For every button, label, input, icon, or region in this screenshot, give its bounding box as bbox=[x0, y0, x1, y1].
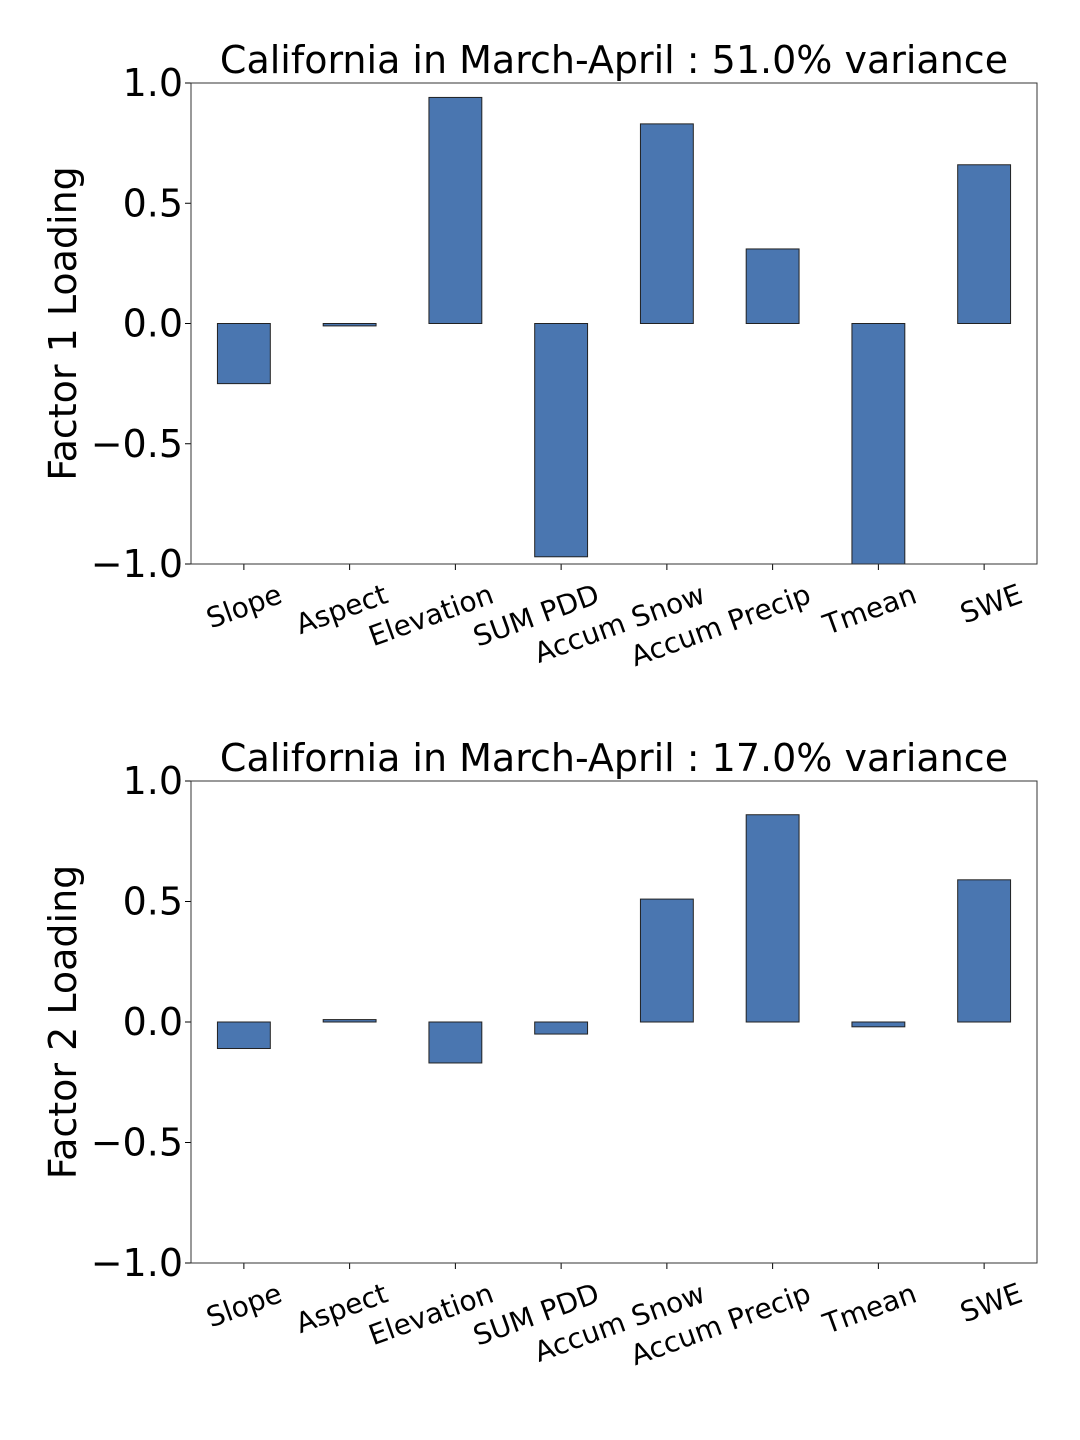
bar-accum-snow bbox=[639, 123, 694, 325]
y-tick-label: 0.0 bbox=[123, 302, 183, 346]
x-tick-label-slope: Slope bbox=[202, 578, 286, 636]
bar-sum-pdd bbox=[534, 323, 589, 558]
bar-sum-pdd bbox=[534, 1021, 589, 1035]
y-tick-label: −1.0 bbox=[91, 542, 183, 586]
plot-frame bbox=[190, 82, 1038, 565]
bar-tmean bbox=[851, 1021, 906, 1028]
plot-frame bbox=[190, 780, 1038, 1264]
y-axis-label: Factor 1 Loading bbox=[41, 166, 85, 481]
chart-panel-factor-1: California in March-April : 51.0% varian… bbox=[41, 38, 1038, 673]
x-tick-label-slope: Slope bbox=[202, 1277, 286, 1335]
bar-slope bbox=[216, 323, 271, 385]
y-tick-label: 0.0 bbox=[123, 1000, 183, 1044]
chart-panel-factor-2: California in March-April : 17.0% varian… bbox=[41, 736, 1038, 1372]
bar-elevation bbox=[428, 1021, 483, 1064]
bar-elevation bbox=[428, 96, 483, 325]
x-tick-label-tmean: Tmean bbox=[818, 1277, 921, 1341]
bar-swe bbox=[957, 879, 1012, 1023]
bar-accum-precip bbox=[745, 248, 800, 325]
bar-swe bbox=[957, 164, 1012, 324]
y-tick-label: 1.0 bbox=[123, 61, 183, 105]
bar-aspect bbox=[322, 323, 377, 327]
y-tick-label: 0.5 bbox=[123, 880, 183, 924]
chart-title: California in March-April : 51.0% varian… bbox=[220, 38, 1008, 82]
y-tick-label: −0.5 bbox=[91, 1121, 183, 1165]
y-tick-label: −1.0 bbox=[91, 1241, 183, 1285]
bar-accum-precip bbox=[745, 814, 800, 1023]
y-tick-label: 1.0 bbox=[123, 759, 183, 803]
x-tick-label-tmean: Tmean bbox=[818, 578, 921, 642]
x-tick-label-swe: SWE bbox=[956, 1277, 1027, 1330]
y-axis-label: Factor 2 Loading bbox=[41, 865, 85, 1180]
y-tick-label: −0.5 bbox=[91, 422, 183, 466]
x-tick-label-swe: SWE bbox=[956, 578, 1027, 631]
bar-accum-snow bbox=[639, 898, 694, 1023]
bar-slope bbox=[216, 1021, 271, 1050]
bar-aspect bbox=[322, 1019, 377, 1023]
y-tick-label: 0.5 bbox=[123, 181, 183, 225]
chart-title: California in March-April : 17.0% varian… bbox=[220, 736, 1008, 780]
bar-tmean bbox=[851, 323, 906, 565]
